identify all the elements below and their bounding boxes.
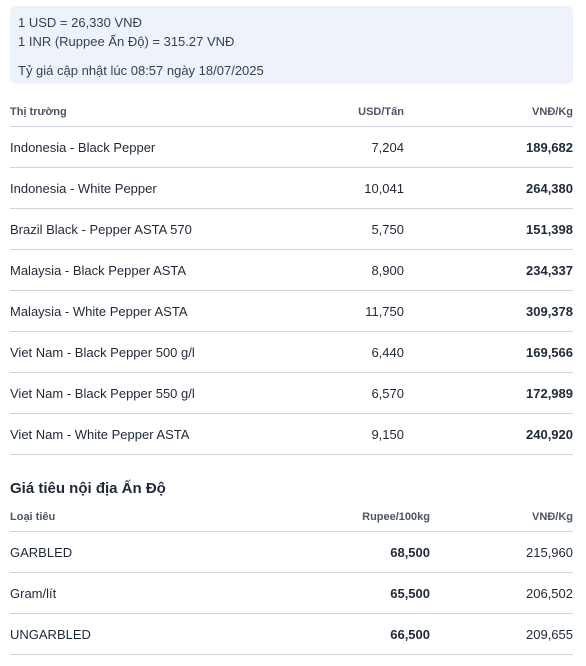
market-name: Viet Nam - Black Pepper 500 g/l (10, 331, 310, 373)
table-row: Viet Nam - Black Pepper 500 g/l 6,440 16… (10, 331, 573, 373)
market-name: Viet Nam - Black Pepper 550 g/l (10, 372, 310, 414)
pepper-type: Gram/lít (10, 572, 310, 614)
table-row: Viet Nam - Black Pepper 550 g/l 6,570 17… (10, 372, 573, 414)
market-name: Indonesia - Black Pepper (10, 126, 310, 168)
usd-price: 8,900 (310, 249, 404, 291)
usd-price: 7,204 (310, 126, 404, 168)
market-name: Malaysia - Black Pepper ASTA (10, 249, 310, 291)
usd-price: 9,150 (310, 413, 404, 455)
vnd-price: 151,398 (404, 208, 573, 250)
vnd-price: 172,989 (404, 372, 573, 414)
table-header-row: Loại tiêu Rupee/100kg VNĐ/Kg (10, 503, 573, 532)
vnd-price: 264,380 (404, 167, 573, 209)
market-name: Viet Nam - White Pepper ASTA (10, 413, 310, 455)
rupee-price: 65,500 (310, 572, 430, 614)
usd-price: 5,750 (310, 208, 404, 250)
table-row: Gram/lít 65,500 206,502 (10, 572, 573, 614)
header-pepper-type: Loại tiêu (10, 503, 310, 532)
pepper-type: UNGARBLED (10, 613, 310, 655)
india-section-title: Giá tiêu nội địa Ấn Độ (10, 480, 166, 497)
usd-rate: 1 USD = 26,330 VNĐ (18, 15, 142, 30)
market-name: Indonesia - White Pepper (10, 167, 310, 209)
usd-price: 11,750 (310, 290, 404, 332)
vnd-price: 169,566 (404, 331, 573, 373)
pepper-type: GARBLED (10, 531, 310, 573)
usd-price: 6,570 (310, 372, 404, 414)
usd-price: 10,041 (310, 167, 404, 209)
table-row: Indonesia - Black Pepper 7,204 189,682 (10, 126, 573, 168)
vnd-price: 189,682 (404, 126, 573, 168)
rupee-price: 66,500 (310, 613, 430, 655)
table-row: Malaysia - Black Pepper ASTA 8,900 234,3… (10, 249, 573, 291)
vnd-price: 215,960 (430, 531, 573, 573)
header-vnd-per-kg: VNĐ/Kg (430, 503, 573, 532)
vnd-price: 240,920 (404, 413, 573, 455)
inr-rate: 1 INR (Ruppee Ấn Độ) = 315.27 VNĐ (18, 34, 235, 49)
table-row: UNGARBLED 66,500 209,655 (10, 613, 573, 655)
market-name: Malaysia - White Pepper ASTA (10, 290, 310, 332)
table-row: Viet Nam - White Pepper ASTA 9,150 240,9… (10, 413, 573, 455)
vnd-price: 209,655 (430, 613, 573, 655)
world-pepper-price-table: Thị trường USD/Tấn VNĐ/Kg Indonesia - Bl… (10, 97, 573, 455)
rupee-price: 68,500 (310, 531, 430, 573)
table-row: Indonesia - White Pepper 10,041 264,380 (10, 167, 573, 209)
market-name: Brazil Black - Pepper ASTA 570 (10, 208, 310, 250)
header-market: Thị trường (10, 97, 310, 127)
rate-updated-time: Tỷ giá cập nhật lúc 08:57 ngày 18/07/202… (18, 63, 264, 78)
usd-price: 6,440 (310, 331, 404, 373)
header-usd-per-ton: USD/Tấn (310, 97, 404, 127)
table-header-row: Thị trường USD/Tấn VNĐ/Kg (10, 97, 573, 127)
table-row: GARBLED 68,500 215,960 (10, 531, 573, 573)
vnd-price: 309,378 (404, 290, 573, 332)
vnd-price: 234,337 (404, 249, 573, 291)
header-vnd-per-kg: VNĐ/Kg (404, 97, 573, 127)
table-row: Brazil Black - Pepper ASTA 570 5,750 151… (10, 208, 573, 250)
header-rupee-per-100kg: Rupee/100kg (310, 503, 430, 532)
table-row: Malaysia - White Pepper ASTA 11,750 309,… (10, 290, 573, 332)
india-pepper-price-table: Loại tiêu Rupee/100kg VNĐ/Kg GARBLED 68,… (10, 503, 573, 655)
exchange-rate-box: 1 USD = 26,330 VNĐ 1 INR (Ruppee Ấn Độ) … (10, 6, 573, 84)
vnd-price: 206,502 (430, 572, 573, 614)
